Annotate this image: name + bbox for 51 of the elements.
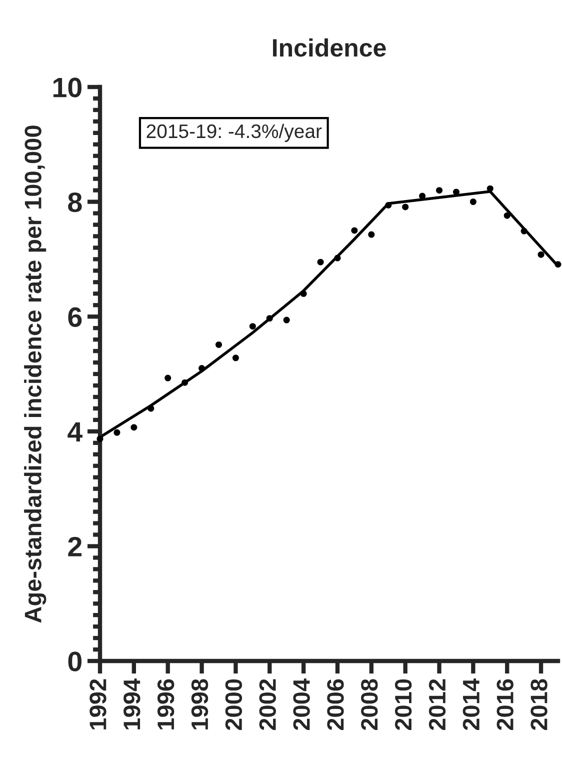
point	[520, 228, 528, 234]
point	[368, 231, 375, 238]
point	[232, 354, 239, 362]
y-tick-label: 4	[68, 422, 82, 442]
x-tick-label: 2004	[293, 678, 310, 730]
chart-title: Incidence	[273, 38, 386, 57]
x-tick-label: 2002	[259, 679, 276, 730]
x-tick-label: 2006	[327, 679, 344, 730]
point	[198, 365, 206, 372]
point	[182, 379, 188, 386]
point	[486, 185, 494, 192]
point	[130, 424, 138, 431]
x-tick-label: 2018	[530, 679, 548, 730]
x-tick-label: 2010	[394, 679, 412, 730]
point	[148, 405, 154, 412]
y-axis-title: Age-standardized incidence rate per 100,000	[24, 126, 46, 623]
point	[317, 258, 324, 266]
x-tick-label: 1994	[124, 678, 140, 730]
point	[504, 212, 510, 219]
point	[402, 204, 409, 210]
point	[470, 198, 476, 206]
point	[300, 290, 307, 297]
point	[114, 429, 120, 436]
y-tick-label: 8	[68, 192, 82, 212]
x-tick-label: 2014	[462, 678, 480, 730]
point	[554, 261, 562, 268]
point	[164, 374, 172, 382]
x-tick-label: 1998	[191, 679, 208, 730]
y-tick-label: 0	[68, 652, 82, 672]
point	[334, 254, 341, 262]
point	[452, 188, 460, 196]
point	[385, 202, 392, 208]
x-tick-label: 2012	[428, 679, 446, 730]
x-tick-label: 1992	[90, 679, 106, 730]
y-tick-label: 6	[68, 307, 82, 327]
point	[266, 315, 273, 322]
point	[351, 227, 358, 234]
x-tick-label: 2016	[496, 679, 514, 730]
point	[538, 251, 544, 258]
point	[283, 316, 290, 324]
point	[215, 341, 222, 348]
y-tick-label: 10	[53, 78, 82, 98]
point	[96, 436, 104, 442]
y-tick-label: 2	[68, 536, 82, 556]
x-tick-label: 2008	[361, 679, 378, 730]
point	[436, 187, 443, 194]
x-tick-label: 1996	[157, 679, 174, 730]
point	[419, 192, 426, 200]
point	[249, 323, 256, 330]
x-tick-label: 2000	[225, 679, 242, 730]
annotation: 2015-19: -4.3%/year	[146, 124, 322, 142]
